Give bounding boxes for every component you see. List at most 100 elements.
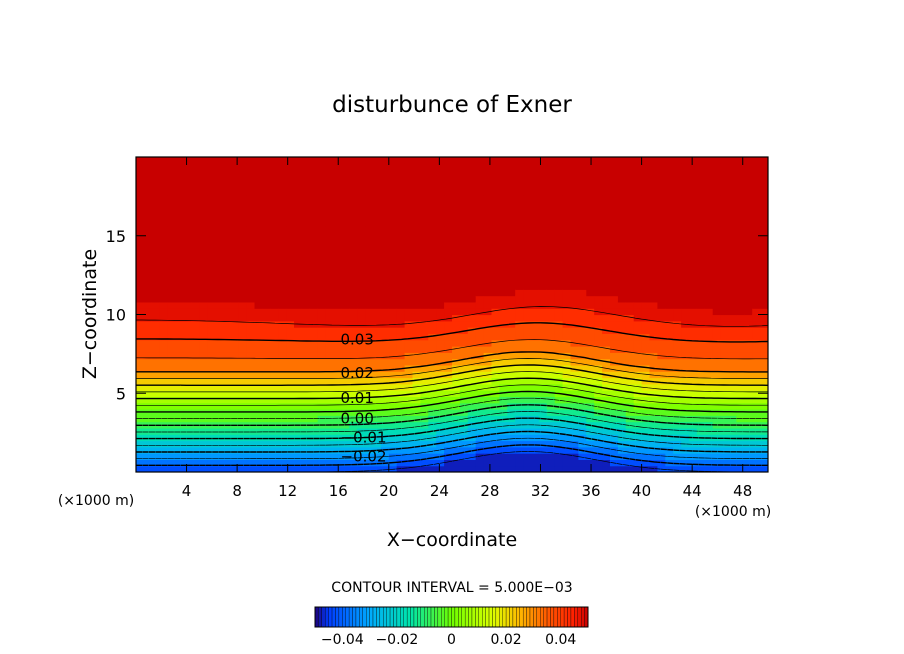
contour-cell [333, 201, 342, 208]
contour-cell [515, 257, 524, 265]
contour-cell [270, 396, 279, 404]
contour-cell [428, 308, 437, 316]
contour-cell [404, 339, 414, 347]
contour-cell [586, 320, 595, 328]
contour-cell [238, 194, 248, 202]
contour-cell [183, 220, 192, 227]
contour-cell [373, 364, 382, 372]
contour-cell [562, 245, 572, 253]
contour-cell [136, 446, 145, 454]
contour-cell [246, 371, 256, 379]
contour-cell [167, 390, 177, 397]
contour-cell [222, 207, 232, 215]
contour-cell [444, 352, 453, 360]
contour-cell [452, 295, 461, 303]
contour-cell [167, 201, 177, 208]
contour-cell [586, 352, 595, 360]
contour-cell [578, 346, 587, 353]
contour-cell [199, 207, 208, 215]
contour-cell [467, 415, 477, 423]
contour-cell [649, 396, 658, 404]
y-axis-label: Z−coordinate [79, 249, 101, 379]
contour-cell [396, 440, 406, 448]
contour-cell [428, 377, 437, 385]
contour-cell [373, 327, 382, 334]
contour-cell [325, 383, 335, 391]
contour-cell [309, 194, 319, 202]
contour-cell [262, 327, 271, 334]
contour-cell [641, 175, 651, 183]
contour-cell [625, 339, 635, 347]
contour-cell [191, 251, 200, 259]
contour-cell [143, 333, 153, 341]
contour-cell [222, 396, 232, 404]
contour-cell [538, 220, 548, 227]
contour-cell [357, 201, 366, 208]
contour-cell [143, 327, 153, 334]
contour-cell [151, 390, 161, 397]
contour-cell [246, 220, 256, 227]
contour-cell [365, 157, 374, 164]
contour-cell [467, 352, 477, 360]
contour-cell [657, 232, 666, 240]
contour-cell [444, 453, 453, 460]
contour-cell [262, 377, 271, 385]
contour-cell [515, 327, 524, 334]
contour-cell [507, 289, 516, 297]
contour-cell [436, 245, 445, 253]
contour-cell [752, 396, 761, 404]
contour-cell [752, 402, 761, 410]
contour-cell [515, 295, 524, 303]
contour-cell [373, 415, 382, 423]
contour-label: −0.02 [341, 447, 387, 465]
contour-cell [183, 339, 192, 347]
contour-cell [491, 327, 500, 334]
contour-cell [546, 346, 556, 353]
contour-cell [294, 220, 303, 227]
contour-cell [286, 339, 295, 347]
contour-cell [222, 346, 232, 353]
contour-cell [736, 188, 745, 196]
contour-cell [689, 346, 698, 353]
contour-cell [617, 188, 627, 196]
colorbar-swatch [584, 606, 589, 628]
contour-cell [736, 251, 745, 259]
contour-cell [404, 352, 414, 360]
contour-cell [696, 157, 706, 164]
contour-cell [175, 276, 184, 284]
contour-cell [325, 238, 335, 246]
contour-cell [681, 270, 690, 278]
contour-cell [736, 175, 745, 183]
colorbar-swatch [379, 606, 384, 628]
contour-cell [341, 314, 350, 322]
contour-cell [404, 358, 414, 366]
contour-cell [657, 264, 666, 271]
contour-cell [396, 194, 406, 202]
contour-cell [554, 415, 564, 423]
contour-cell [720, 333, 730, 341]
contour-cell [286, 440, 295, 448]
contour-cell [467, 289, 477, 297]
contour-cell [720, 207, 730, 215]
contour-cell [183, 245, 192, 253]
contour-cell [373, 289, 382, 297]
contour-cell [286, 276, 295, 284]
contour-cell [546, 459, 556, 467]
contour-cell [317, 257, 327, 265]
contour-cell [720, 402, 730, 410]
contour-cell [594, 402, 603, 410]
contour-cell [673, 232, 682, 240]
contour-cell [594, 453, 603, 460]
contour-cell [238, 188, 248, 196]
contour-cell [270, 283, 279, 290]
contour-cell [578, 295, 587, 303]
contour-cell [602, 201, 611, 208]
contour-cell [246, 339, 256, 347]
contour-cell [538, 232, 548, 240]
contour-cell [262, 465, 271, 472]
contour-cell [554, 264, 564, 271]
contour-cell [278, 245, 287, 253]
contour-cell [341, 415, 350, 423]
contour-cell [538, 459, 548, 467]
contour-cell [728, 327, 737, 334]
